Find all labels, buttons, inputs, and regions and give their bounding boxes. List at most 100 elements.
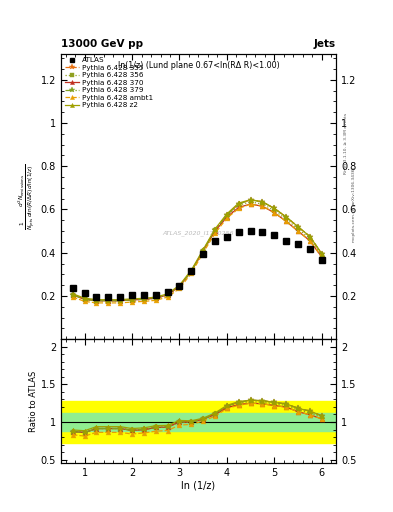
ATLAS [248,228,253,234]
ATLAS [189,268,194,274]
ATLAS [177,283,182,289]
Text: Rivet 3.1.10, ≥ 3.3M events: Rivet 3.1.10, ≥ 3.3M events [344,113,348,174]
Pythia 6.428 z2 [153,294,158,300]
Pythia 6.428 ambt1 [177,285,182,291]
Pythia 6.428 z2 [201,246,206,252]
Pythia 6.428 z2 [237,200,241,206]
Pythia 6.428 z2 [177,282,182,288]
ATLAS [130,292,134,298]
Pythia 6.428 379 [141,296,146,302]
Pythia 6.428 ambt1 [94,300,99,306]
ATLAS [106,294,111,300]
Pythia 6.428 355 [189,268,194,274]
Pythia 6.428 356 [118,297,123,304]
Pythia 6.428 379 [320,251,324,257]
Pythia 6.428 379 [118,297,123,304]
Pythia 6.428 370 [201,247,206,253]
Line: Pythia 6.428 355: Pythia 6.428 355 [69,196,325,304]
Pythia 6.428 355 [201,247,206,253]
Pythia 6.428 ambt1 [106,300,111,306]
Pythia 6.428 355 [153,295,158,301]
Pythia 6.428 370 [153,295,158,301]
Pythia 6.428 355 [296,224,300,230]
Pythia 6.428 370 [189,268,194,274]
Pythia 6.428 356 [272,207,277,214]
Pythia 6.428 356 [237,202,241,208]
Pythia 6.428 ambt1 [130,299,134,305]
Pythia 6.428 z2 [284,214,288,220]
Pythia 6.428 356 [177,283,182,289]
Pythia 6.428 356 [260,201,265,207]
Pythia 6.428 ambt1 [165,294,170,300]
Pythia 6.428 370 [70,292,75,298]
Pythia 6.428 z2 [141,295,146,302]
Pythia 6.428 355 [70,292,75,298]
Pythia 6.428 356 [106,297,111,304]
Pythia 6.428 z2 [82,295,87,301]
Line: Pythia 6.428 370: Pythia 6.428 370 [70,202,324,303]
Y-axis label: $\frac{1}{N_{\mathrm{jets}}}\frac{d^2 N_{\mathrm{emissions}}}{d\ln(R/\Delta R)\,: $\frac{1}{N_{\mathrm{jets}}}\frac{d^2 N_… [16,163,37,229]
ATLAS [260,229,265,235]
Pythia 6.428 370 [224,214,229,220]
Pythia 6.428 379 [153,295,158,301]
Pythia 6.428 370 [272,209,277,216]
Pythia 6.428 355 [94,297,99,304]
Pythia 6.428 370 [237,204,241,210]
Pythia 6.428 z2 [224,211,229,217]
Pythia 6.428 356 [213,227,217,233]
Pythia 6.428 z2 [106,296,111,303]
Line: Pythia 6.428 356: Pythia 6.428 356 [70,200,324,303]
Pythia 6.428 379 [106,297,111,304]
ATLAS [70,285,75,291]
Pythia 6.428 ambt1 [272,209,277,216]
Pythia 6.428 356 [308,236,312,242]
Pythia 6.428 379 [224,212,229,218]
Pythia 6.428 z2 [260,199,265,205]
Pythia 6.428 355 [260,199,265,205]
Pythia 6.428 ambt1 [70,294,75,300]
Pythia 6.428 ambt1 [189,270,194,276]
Pythia 6.428 356 [248,199,253,205]
Pythia 6.428 z2 [165,291,170,297]
Pythia 6.428 355 [130,296,134,303]
Pythia 6.428 355 [308,233,312,240]
Pythia 6.428 370 [130,297,134,303]
Pythia 6.428 370 [320,254,324,260]
Pythia 6.428 370 [284,218,288,224]
Y-axis label: Ratio to ATLAS: Ratio to ATLAS [29,371,38,432]
Pythia 6.428 370 [177,283,182,289]
Pythia 6.428 355 [82,296,87,302]
Line: Pythia 6.428 379: Pythia 6.428 379 [69,196,325,304]
Pythia 6.428 355 [165,292,170,298]
Pythia 6.428 356 [82,296,87,302]
Pythia 6.428 379 [82,296,87,302]
ATLAS [284,238,288,244]
Pythia 6.428 355 [224,212,229,218]
Pythia 6.428 356 [296,226,300,232]
Pythia 6.428 379 [260,199,265,205]
Pythia 6.428 z2 [70,291,75,297]
Pythia 6.428 z2 [94,296,99,303]
Text: Jets: Jets [314,38,336,49]
Pythia 6.428 356 [153,295,158,301]
ATLAS [82,290,87,296]
Pythia 6.428 ambt1 [201,250,206,256]
Pythia 6.428 ambt1 [237,205,241,211]
Pythia 6.428 379 [213,227,217,233]
Pythia 6.428 ambt1 [82,298,87,305]
Pythia 6.428 ambt1 [320,254,324,260]
Pythia 6.428 379 [165,292,170,298]
ATLAS [201,251,206,257]
Pythia 6.428 z2 [189,267,194,273]
Pythia 6.428 379 [284,214,288,220]
ATLAS [94,294,99,300]
ATLAS [165,289,170,295]
ATLAS [320,257,324,263]
Pythia 6.428 370 [213,228,217,234]
Pythia 6.428 356 [320,252,324,258]
ATLAS [237,229,241,235]
Pythia 6.428 z2 [118,296,123,303]
Pythia 6.428 370 [165,292,170,298]
Pythia 6.428 355 [106,297,111,304]
Pythia 6.428 356 [201,247,206,253]
